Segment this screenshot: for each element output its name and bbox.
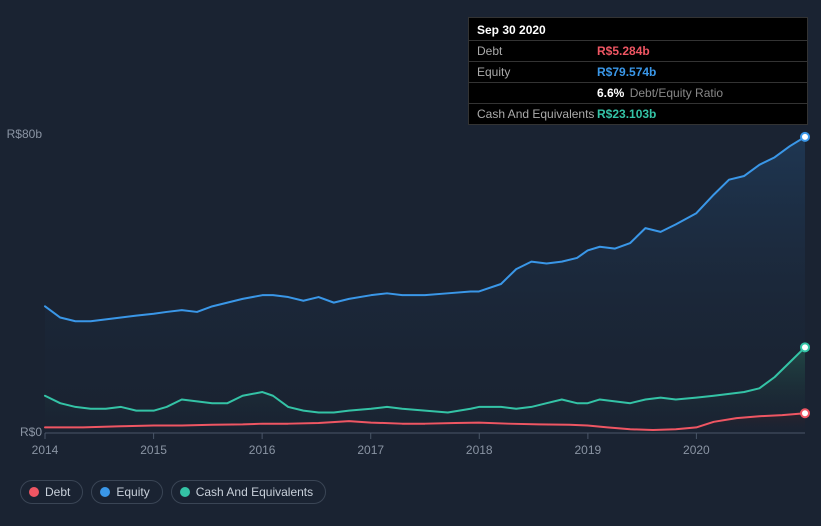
hover-tooltip: Sep 30 2020 DebtR$5.284bEquityR$79.574b6… bbox=[468, 17, 808, 125]
legend-label: Equity bbox=[116, 485, 149, 499]
y-tick-label: R$0 bbox=[2, 425, 42, 439]
legend-swatch bbox=[29, 487, 39, 497]
y-tick-label: R$80b bbox=[2, 127, 42, 141]
tooltip-value: R$5.284b bbox=[597, 44, 650, 58]
tooltip-value: 6.6% Debt/Equity Ratio bbox=[597, 86, 723, 100]
tooltip-row: DebtR$5.284b bbox=[469, 41, 807, 62]
tooltip-label: Debt bbox=[477, 44, 597, 58]
tooltip-row: 6.6% Debt/Equity Ratio bbox=[469, 83, 807, 104]
x-tick-label: 2020 bbox=[683, 443, 710, 457]
tooltip-row: Cash And EquivalentsR$23.103b bbox=[469, 104, 807, 124]
legend-label: Debt bbox=[45, 485, 70, 499]
tooltip-label: Cash And Equivalents bbox=[477, 107, 597, 121]
legend: Debt Equity Cash And Equivalents bbox=[20, 480, 326, 504]
legend-item[interactable]: Cash And Equivalents bbox=[171, 480, 326, 504]
legend-label: Cash And Equivalents bbox=[196, 485, 313, 499]
x-tick-label: 2015 bbox=[140, 443, 167, 457]
tooltip-row: EquityR$79.574b bbox=[469, 62, 807, 83]
x-tick-label: 2017 bbox=[357, 443, 384, 457]
tooltip-suffix: Debt/Equity Ratio bbox=[626, 86, 723, 100]
x-tick-label: 2014 bbox=[32, 443, 59, 457]
legend-swatch bbox=[100, 487, 110, 497]
tooltip-label: Equity bbox=[477, 65, 597, 79]
x-tick-label: 2016 bbox=[249, 443, 276, 457]
tooltip-value: R$79.574b bbox=[597, 65, 656, 79]
legend-swatch bbox=[180, 487, 190, 497]
tooltip-value: R$23.103b bbox=[597, 107, 656, 121]
x-tick-label: 2019 bbox=[575, 443, 602, 457]
legend-item[interactable]: Debt bbox=[20, 480, 83, 504]
tooltip-date: Sep 30 2020 bbox=[469, 18, 807, 41]
x-tick-label: 2018 bbox=[466, 443, 493, 457]
legend-item[interactable]: Equity bbox=[91, 480, 162, 504]
tooltip-label bbox=[477, 86, 597, 100]
